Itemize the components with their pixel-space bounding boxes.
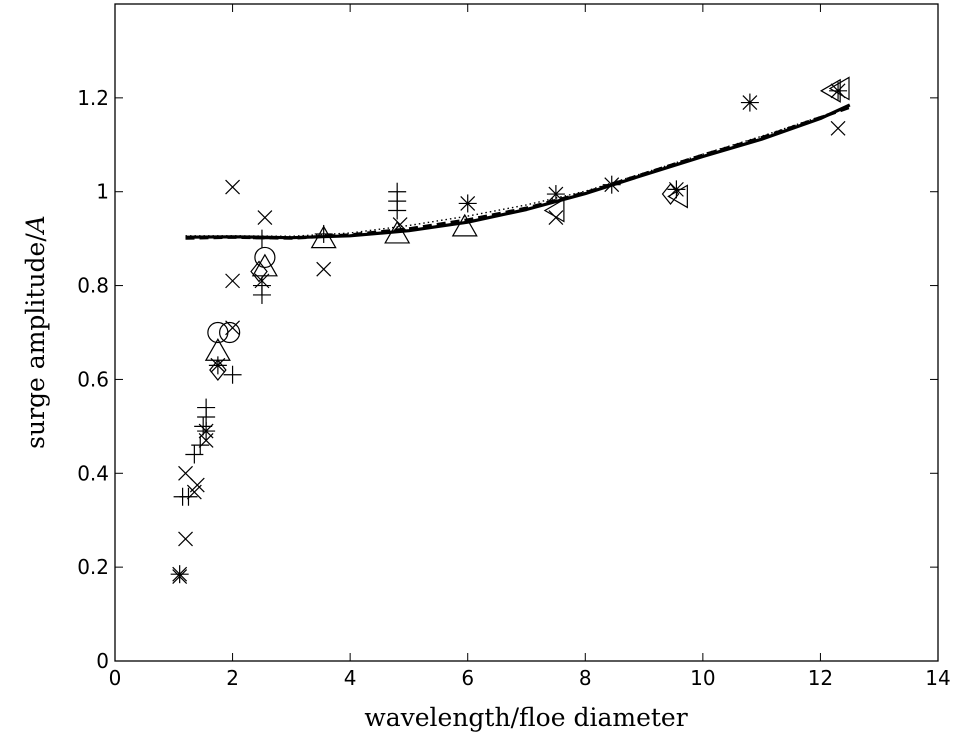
data-point-x <box>316 261 332 277</box>
y-tick-labels: 0 0.2 0.4 0.6 0.8 1 1.2 <box>77 86 109 673</box>
data-point-* <box>546 185 565 204</box>
y-tick-label: 1 <box>96 180 109 204</box>
x-tick-label: 0 <box>109 666 122 690</box>
data-point-x <box>178 465 193 481</box>
data-point-* <box>667 180 686 199</box>
data-point-+ <box>185 445 204 464</box>
data-point-+ <box>252 276 271 295</box>
data-point-triangle-left <box>543 198 565 223</box>
data-point-triangle-left <box>828 76 850 101</box>
data-point-+ <box>252 229 271 248</box>
data-point-x <box>189 477 205 493</box>
data-point-* <box>170 565 189 584</box>
data-point-diamond <box>250 260 268 283</box>
data-point-+ <box>194 417 213 436</box>
fit-curve-dashed <box>185 105 851 240</box>
x-tick-label: 4 <box>344 666 357 690</box>
data-point-* <box>458 194 477 213</box>
data-point-x <box>257 210 273 225</box>
x-tick-labels: 0 2 4 6 8 10 12 14 <box>109 666 951 690</box>
data-point-triangle <box>310 225 337 249</box>
fit-curves <box>185 103 851 240</box>
data-point-+ <box>314 224 333 243</box>
data-point-* <box>829 81 848 100</box>
data-point-+ <box>197 398 216 417</box>
y-axis-label: surge amplitude/A <box>21 215 50 449</box>
y-tick-label: 0.2 <box>77 555 109 579</box>
data-point-+ <box>388 182 407 201</box>
x-tick-label: 12 <box>808 666 833 690</box>
data-point-triangle <box>384 220 411 244</box>
x-tick-label: 8 <box>579 666 592 690</box>
data-point-triangle <box>204 338 231 361</box>
data-point-+ <box>191 436 210 455</box>
data-point-+ <box>223 365 242 384</box>
plot-frame <box>114 3 939 662</box>
x-axis-label: wavelength/floe diameter <box>364 703 687 732</box>
data-point-* <box>602 175 621 194</box>
data-markers <box>170 76 850 584</box>
data-point-x <box>178 531 193 547</box>
y-tick-label: 0.4 <box>77 461 109 485</box>
data-point-circle <box>219 321 241 344</box>
axis-ticks <box>114 4 939 662</box>
data-point-triangle <box>451 213 478 237</box>
data-point-* <box>208 356 227 375</box>
y-tick-label: 0.6 <box>77 367 109 391</box>
x-tick-label: 10 <box>690 666 715 690</box>
y-axis-label-var: A <box>21 215 50 235</box>
x-tick-label: 6 <box>461 666 474 690</box>
data-point-x <box>830 120 846 136</box>
data-point-x <box>225 179 240 195</box>
data-point-x <box>225 320 240 336</box>
fit-curve-dotted <box>185 105 851 237</box>
data-point-* <box>740 93 759 112</box>
y-tick-label: 0 <box>96 649 109 673</box>
data-point-x <box>225 273 240 289</box>
y-tick-label: 1.2 <box>77 86 109 110</box>
y-tick-label: 0.8 <box>77 274 109 298</box>
fit-curve-solid <box>185 103 851 240</box>
data-point-diamond <box>209 359 227 382</box>
data-point-x <box>392 217 408 232</box>
y-axis-label-text: surge amplitude/ <box>21 233 50 449</box>
x-tick-label: 14 <box>925 666 950 690</box>
data-point-+ <box>179 487 198 506</box>
x-tick-label: 2 <box>226 666 239 690</box>
data-point-circle <box>254 246 276 269</box>
